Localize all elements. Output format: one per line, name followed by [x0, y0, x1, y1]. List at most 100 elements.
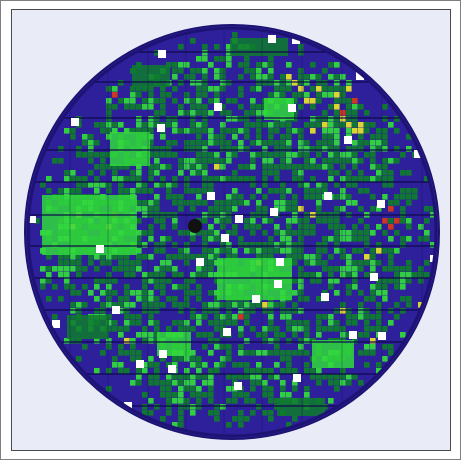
die-pixel: [280, 200, 286, 206]
die-pixel: [250, 158, 256, 164]
die-pixel: [358, 122, 364, 128]
die-pixel: [382, 248, 388, 254]
die-pixel: [352, 116, 358, 122]
die-pixel: [382, 230, 388, 236]
die-pixel: [346, 254, 352, 260]
die-pixel: [346, 284, 352, 290]
die-pixel: [304, 194, 310, 200]
die-pixel: [286, 314, 292, 320]
die-pixel: [178, 62, 184, 68]
die-pixel: [244, 242, 250, 248]
die-pixel: [268, 158, 274, 164]
die-pixel: [328, 122, 334, 128]
die-pixel: [286, 140, 292, 146]
die-pixel: [268, 128, 274, 134]
die-pixel: [286, 164, 292, 170]
die-pixel: [214, 44, 220, 50]
die-pixel: [292, 206, 298, 212]
die-pixel: [274, 200, 280, 206]
die-pixel: [238, 128, 244, 134]
die-pixel: [160, 152, 166, 158]
die-pixel: [388, 308, 394, 314]
die-pixel: [124, 104, 130, 110]
die-pixel: [346, 380, 352, 386]
wafer-map: [24, 24, 440, 440]
die-pixel: [136, 260, 142, 266]
die-pixel: [370, 176, 376, 182]
die-pixel: [286, 134, 292, 140]
die-pixel: [196, 272, 202, 278]
die-pixel: [136, 116, 142, 122]
die-pixel: [262, 122, 268, 128]
die-pixel: [286, 356, 292, 362]
die-pixel: [304, 218, 310, 224]
die-pixel: [406, 224, 412, 230]
die-pixel: [346, 86, 352, 92]
die-pixel: [328, 374, 334, 380]
die-pixel: [370, 194, 376, 200]
die-pixel: [184, 140, 190, 146]
die-pixel: [214, 362, 220, 368]
die-pixel: [106, 344, 112, 350]
die-pixel: [262, 194, 268, 200]
die-pixel: [244, 116, 250, 122]
die-pixel: [214, 338, 220, 344]
die-pixel: [304, 188, 310, 194]
die-pixel: [334, 320, 340, 326]
die-pixel: [208, 302, 214, 308]
die-pixel: [352, 176, 358, 182]
die-pixel: [76, 290, 82, 296]
die-pixel: [136, 128, 142, 134]
die-pixel: [388, 344, 394, 350]
die-pixel: [208, 62, 214, 68]
die-pixel: [334, 218, 340, 224]
die-pixel: [406, 266, 412, 272]
die-pixel: [316, 140, 322, 146]
die-pixel: [352, 320, 358, 326]
die-pixel: [394, 218, 400, 224]
die-pixel: [328, 62, 334, 68]
die-pixel: [214, 86, 220, 92]
die-pixel: [256, 254, 262, 260]
die-pixel: [124, 128, 130, 134]
die-pixel: [328, 284, 334, 290]
die-pixel: [64, 254, 70, 260]
die-pixel: [358, 128, 364, 134]
die-pixel: [226, 386, 232, 392]
die-pixel: [280, 230, 286, 236]
die-pixel: [250, 224, 256, 230]
die-pixel: [316, 122, 322, 128]
die-pixel: [388, 182, 394, 188]
die-pixel: [40, 278, 46, 284]
die-pixel: [190, 158, 196, 164]
die-pixel: [112, 278, 118, 284]
die-pixel: [124, 368, 130, 374]
die-pixel: [160, 182, 166, 188]
die-pixel: [364, 236, 370, 242]
die-pixel: [154, 368, 160, 374]
die-pixel: [382, 134, 388, 140]
die-pixel: [172, 218, 178, 224]
die-pixel: [220, 332, 226, 338]
die-pixel: [292, 98, 298, 104]
die-pixel: [142, 230, 148, 236]
die-pixel: [214, 314, 220, 320]
die-pixel: [352, 224, 358, 230]
die-pixel: [286, 146, 292, 152]
die-pixel: [262, 230, 268, 236]
die-pixel: [262, 380, 268, 386]
die-pixel: [136, 200, 142, 206]
die-pixel: [166, 188, 172, 194]
die-pixel: [298, 80, 304, 86]
die-pixel: [160, 356, 166, 362]
die-pixel: [322, 116, 328, 122]
die-pixel: [142, 302, 148, 308]
die-pixel: [256, 206, 262, 212]
die-pixel: [130, 350, 136, 356]
die-pixel: [202, 158, 208, 164]
die-pixel: [226, 98, 232, 104]
die-pixel: [238, 326, 244, 332]
die-pixel: [244, 314, 250, 320]
die-pixel: [244, 164, 250, 170]
die-pixel: [274, 350, 280, 356]
